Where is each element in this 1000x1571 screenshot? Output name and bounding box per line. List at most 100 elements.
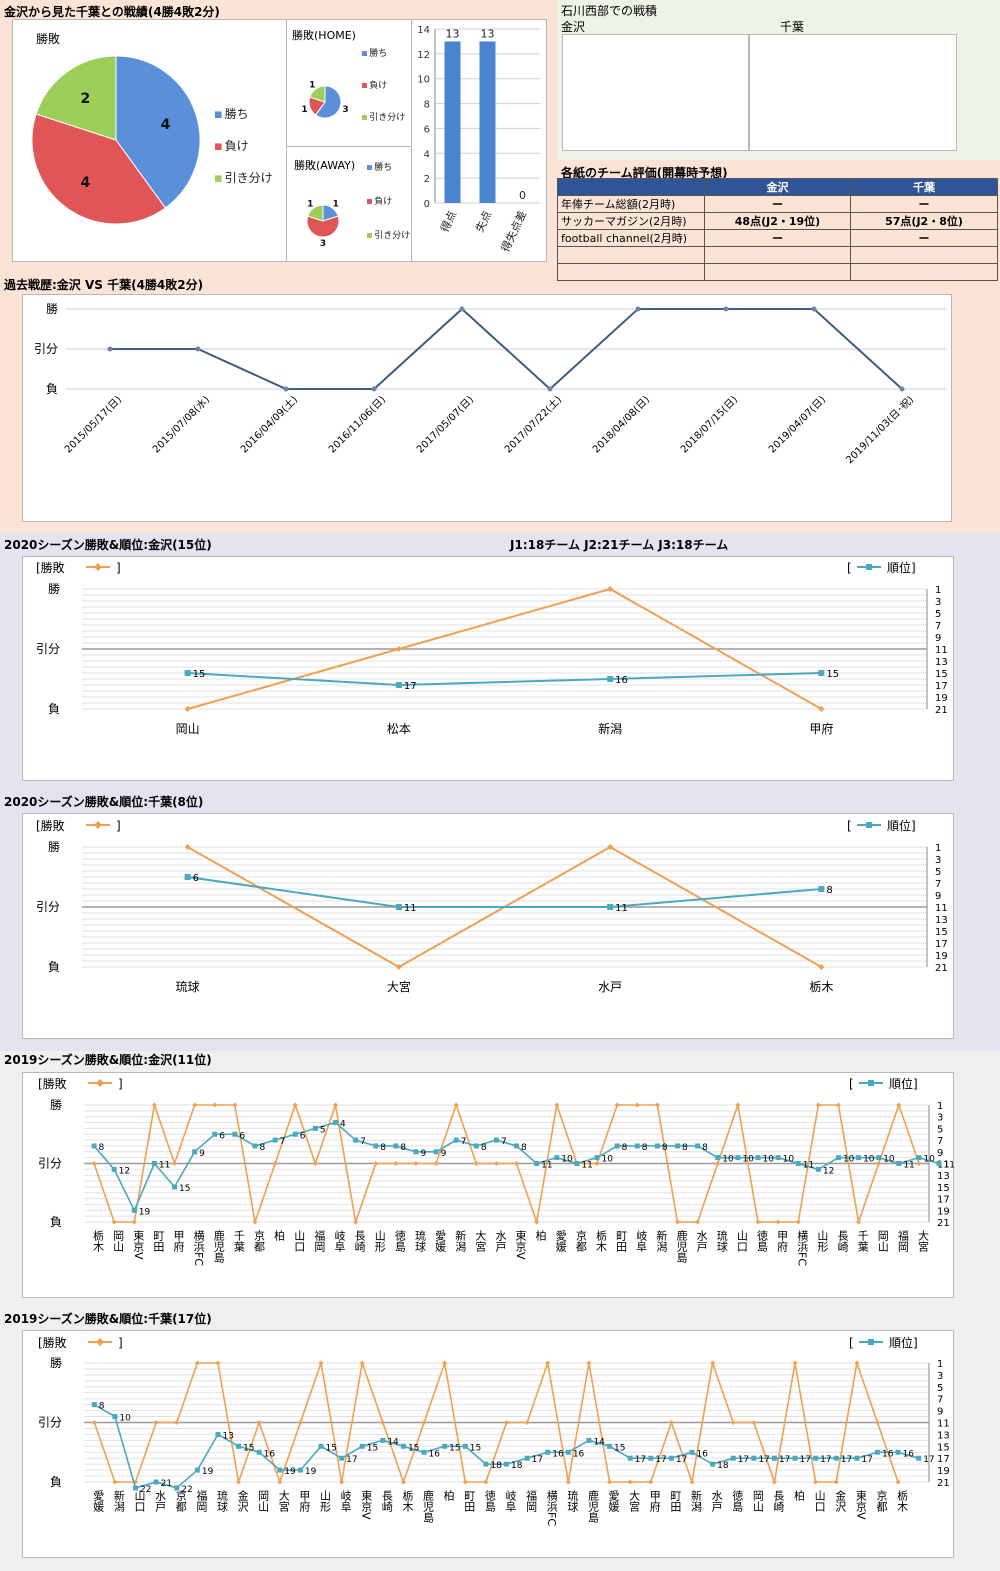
rank-point — [442, 1443, 448, 1449]
result-point — [277, 1479, 283, 1485]
x-tick-label: 新潟 — [598, 721, 622, 736]
result-point — [895, 1479, 901, 1485]
x-tick-label: 新潟 — [655, 1229, 668, 1253]
legend-result-marker — [94, 821, 102, 829]
rank-data-label: 8 — [702, 1143, 708, 1153]
rank-point — [212, 1131, 218, 1137]
x-tick-label: 山口 — [813, 1490, 826, 1512]
rank-tick-label: 17 — [935, 939, 948, 950]
rank-point — [755, 1155, 761, 1161]
rank-tick-label: 7 — [935, 879, 941, 890]
rank-data-label: 17 — [635, 1455, 646, 1465]
result-point — [272, 1161, 278, 1166]
rank-point — [771, 1455, 777, 1461]
rank-tick-label: 17 — [937, 1454, 950, 1465]
result-point — [318, 1360, 324, 1366]
rank-data-label: 19 — [139, 1207, 151, 1217]
rank-point — [730, 1455, 736, 1461]
result-series-line — [93, 1102, 920, 1223]
x-tick-label: 岡山 — [876, 1230, 889, 1252]
pie-total-chart: 442勝ち負け引き分け311勝ち負け引き分け131勝ち負け引き分け433644勝… — [31, 47, 937, 249]
x-tick-label: 東京V — [514, 1230, 527, 1260]
result-point — [524, 1420, 530, 1425]
ishikawa-right-panel — [749, 34, 957, 151]
x-tick-label: 鹿児島 — [586, 1489, 599, 1524]
x-tick-label: 岐阜 — [504, 1490, 517, 1513]
rank-tick-label: 15 — [937, 1442, 950, 1453]
rank-point — [627, 1455, 633, 1461]
x-tick-label: 町田 — [669, 1490, 682, 1512]
x-tick-label: 鹿児島 — [422, 1489, 435, 1524]
result-point — [675, 1219, 681, 1225]
pie-data-label: 1 — [301, 105, 307, 115]
rank-data-label: 22 — [181, 1485, 192, 1495]
legend-result-marker — [96, 1338, 104, 1346]
legend-rank-marker — [868, 1339, 874, 1345]
legend-label: 勝ち — [225, 106, 249, 121]
rank-data-label: 11 — [159, 1161, 170, 1171]
x-tick-label: 山口 — [735, 1230, 748, 1252]
legend-bracket: [ — [849, 1336, 854, 1350]
eval-table: 金沢 千葉 年俸チーム総額(2月時) ー ー サッカーマガジン(2月時) 48点… — [557, 178, 998, 281]
c2020-panel — [22, 813, 954, 1039]
rank-point — [735, 1155, 741, 1161]
legend-rank-label: 順位] — [887, 560, 916, 575]
x-tick-label: 栃木 — [595, 1229, 608, 1253]
result-point — [813, 1479, 819, 1485]
rank-data-label: 8 — [99, 1402, 105, 1412]
eval-row — [557, 263, 998, 281]
rank-data-label: 11 — [903, 1161, 914, 1171]
rank-point — [607, 904, 614, 910]
result-point — [916, 1161, 922, 1166]
eval-header-0 — [557, 178, 705, 196]
result-point — [648, 1479, 654, 1485]
rank-data-label: 10 — [742, 1155, 754, 1165]
result-point — [184, 844, 191, 850]
x-tick-label: 長崎 — [836, 1230, 849, 1252]
rank-tick-label: 1 — [935, 843, 941, 854]
eval-header-1: 金沢 — [704, 178, 851, 196]
rank-point — [433, 1149, 439, 1155]
legend-bracket: ] — [116, 819, 121, 833]
rank-tick-label: 3 — [935, 597, 941, 608]
result-point — [236, 1479, 242, 1485]
rank-tick-label: 9 — [937, 1148, 943, 1159]
history-point — [283, 386, 289, 392]
rank-point — [373, 1143, 379, 1149]
x-tick-label: 栃木 — [401, 1489, 414, 1513]
rank-point — [277, 1467, 283, 1473]
result-point — [554, 1102, 560, 1108]
result-point — [151, 1102, 157, 1108]
rank-tick-label: 11 — [935, 645, 948, 656]
rank-point — [473, 1143, 479, 1149]
summary-divider-1 — [286, 19, 287, 262]
rank-data-label: 16 — [552, 1449, 564, 1459]
legend-result-label: [勝敗 — [36, 818, 65, 833]
rank-point — [400, 1443, 406, 1449]
rank-point — [815, 1166, 821, 1172]
rank-data-label: 8 — [99, 1143, 105, 1153]
rank-data-label: 16 — [882, 1449, 894, 1459]
x-tick-label: 横浜FC — [796, 1229, 809, 1267]
x-tick-label: 京都 — [174, 1489, 187, 1512]
bar-data-label: 0 — [519, 189, 526, 202]
rank-point — [648, 1455, 654, 1461]
result-point — [174, 1420, 180, 1425]
result-point — [795, 1219, 801, 1225]
x-tick-label: 甲府 — [172, 1230, 185, 1253]
result-point — [607, 586, 614, 592]
eval-row: 年俸チーム総額(2月時) ー ー — [557, 195, 998, 213]
rank-tick-label: 7 — [935, 621, 941, 632]
result-point — [473, 1161, 479, 1166]
rank-tick-label: 13 — [935, 657, 948, 668]
result-point — [184, 706, 191, 712]
rank-data-label: 17 — [841, 1455, 852, 1465]
rank-point — [775, 1155, 781, 1161]
rank-point — [751, 1455, 757, 1461]
rank-data-label: 11 — [615, 903, 628, 914]
result-point — [565, 1479, 571, 1485]
pie-slice-負け — [306, 215, 340, 238]
rank-point — [359, 1443, 365, 1449]
rank-tick-label: 13 — [937, 1171, 950, 1182]
